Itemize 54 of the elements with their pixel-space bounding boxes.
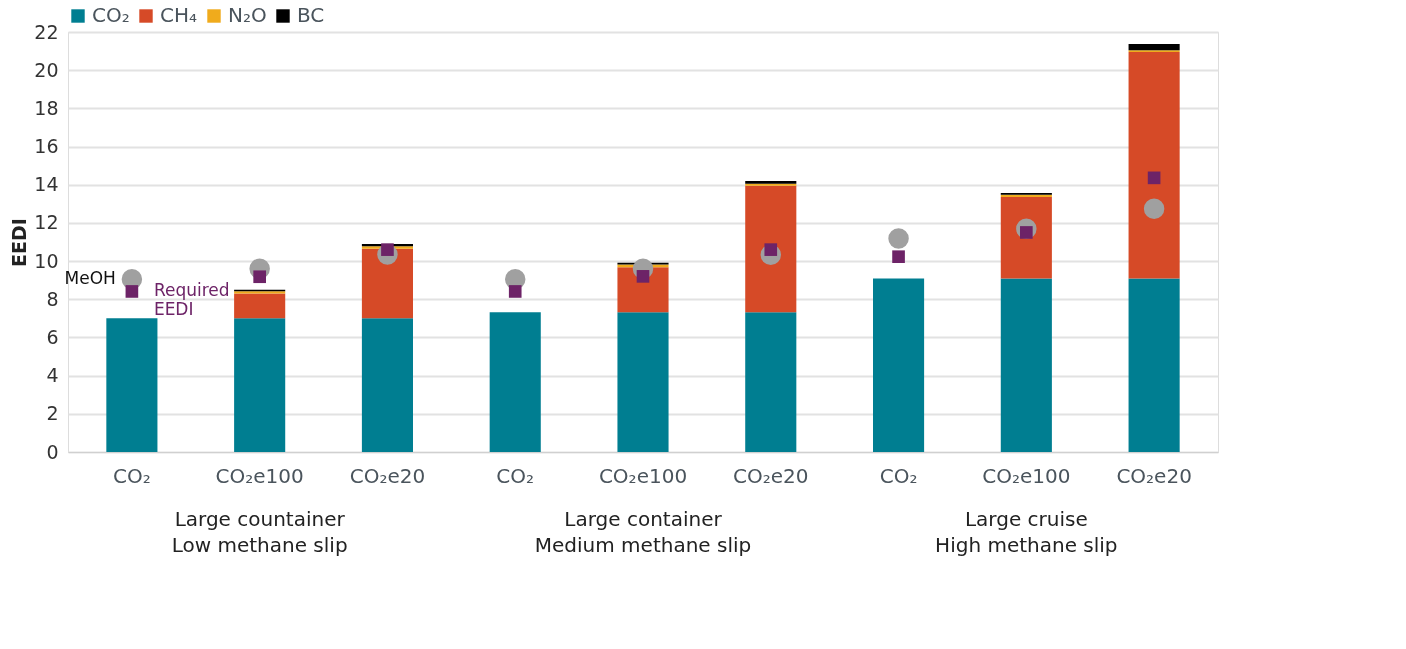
bar bbox=[1000, 196, 1052, 279]
bar bbox=[1128, 52, 1180, 279]
legend-label: CH₄ bbox=[160, 3, 198, 27]
y-tick-label: 16 bbox=[34, 135, 59, 158]
y-axis-title: EEDI bbox=[8, 218, 31, 267]
point bbox=[888, 228, 909, 249]
text: Large cruise High methane slip bbox=[935, 507, 1118, 557]
bar bbox=[873, 278, 925, 452]
y-tick-label: 8 bbox=[46, 287, 59, 310]
bar bbox=[106, 318, 158, 452]
x-tick-label: CO₂e100 bbox=[215, 463, 304, 488]
y-tick-label: 12 bbox=[34, 211, 59, 234]
y-tick-label: 22 bbox=[34, 20, 59, 43]
y-tick-label: 2 bbox=[46, 402, 59, 425]
bar bbox=[745, 185, 797, 313]
bar bbox=[361, 318, 413, 452]
x-tick-label: CO₂ bbox=[879, 463, 918, 488]
y-tick-label: 14 bbox=[34, 173, 59, 196]
bar bbox=[234, 293, 286, 319]
legend-label: BC bbox=[297, 3, 325, 27]
series-label: Required EEDI bbox=[153, 280, 230, 320]
point bbox=[636, 270, 650, 283]
x-tick-label: CO₂ bbox=[113, 463, 151, 488]
series-label: MeOH bbox=[64, 268, 116, 289]
y-tick-label: 4 bbox=[46, 364, 59, 387]
point bbox=[1143, 198, 1165, 220]
point bbox=[1147, 171, 1161, 185]
bar bbox=[745, 312, 797, 452]
legend-label: CO₂ bbox=[92, 3, 130, 27]
bar bbox=[489, 312, 541, 452]
bar bbox=[1000, 278, 1052, 452]
text: Large container Medium methane slip bbox=[534, 507, 752, 557]
bar bbox=[361, 248, 413, 319]
y-tick-label: 18 bbox=[34, 96, 59, 119]
bar bbox=[1128, 44, 1180, 51]
bar bbox=[234, 318, 286, 452]
bar bbox=[1128, 278, 1180, 452]
point bbox=[125, 285, 139, 298]
bar bbox=[617, 312, 669, 452]
x-tick-label: CO₂e100 bbox=[598, 463, 688, 488]
x-tick-label: CO₂e100 bbox=[982, 463, 1071, 488]
y-tick-label: 0 bbox=[46, 440, 59, 463]
text: Large countainer Low methane slip bbox=[171, 507, 348, 557]
y-tick-label: 20 bbox=[34, 58, 59, 81]
point bbox=[253, 270, 266, 284]
point bbox=[892, 250, 905, 264]
x-tick-label: CO₂e20 bbox=[1116, 463, 1192, 488]
x-tick-label: CO₂e20 bbox=[733, 463, 809, 488]
point bbox=[508, 285, 522, 298]
y-tick-label: 10 bbox=[34, 249, 59, 272]
y-tick-label: 6 bbox=[46, 325, 59, 348]
x-tick-label: CO₂e20 bbox=[349, 463, 426, 488]
legend-label: N₂O bbox=[228, 3, 267, 27]
x-tick-label: CO₂ bbox=[496, 463, 535, 488]
